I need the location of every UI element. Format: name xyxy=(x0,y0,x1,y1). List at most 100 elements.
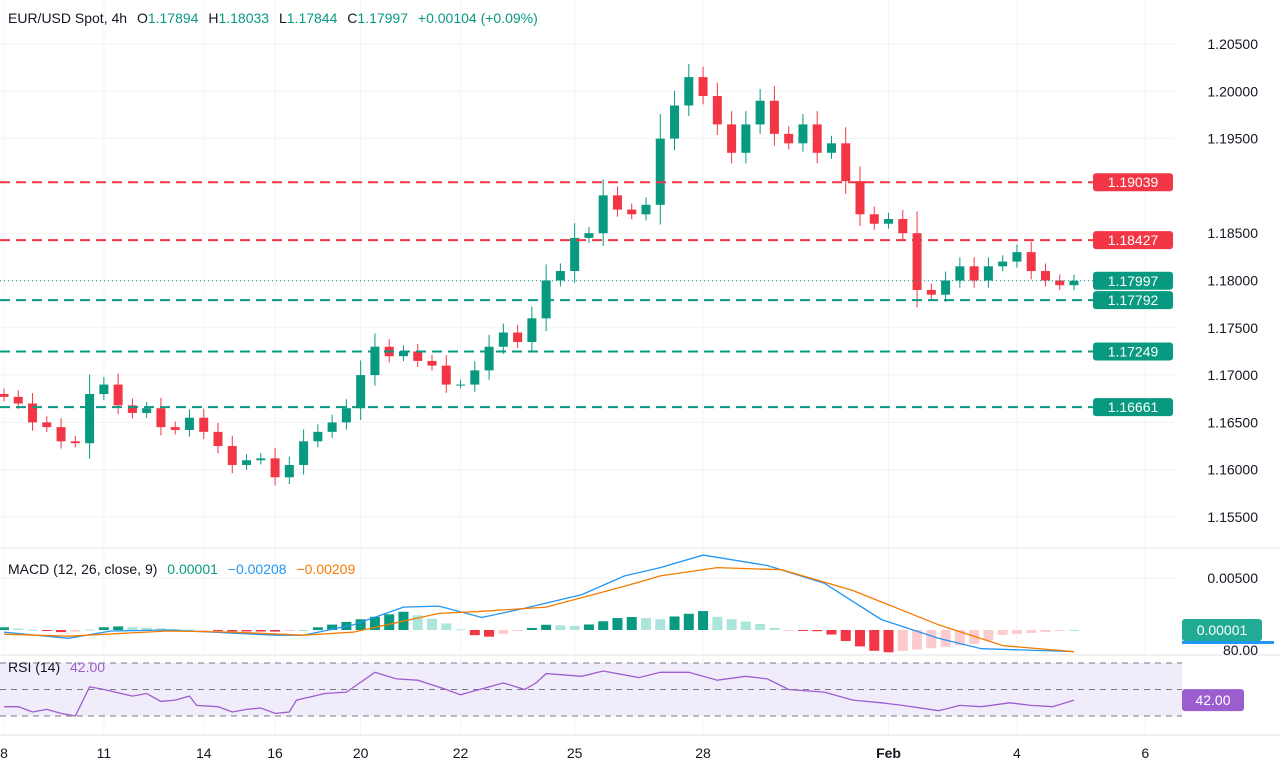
macd-histogram-bar xyxy=(298,630,309,631)
candle-body xyxy=(242,460,252,465)
candle xyxy=(541,264,551,332)
candle-body xyxy=(527,318,537,342)
candle-body xyxy=(755,100,765,125)
candle-body xyxy=(1069,280,1079,286)
candle-body xyxy=(670,105,680,139)
macd-histogram-bar xyxy=(141,627,152,630)
candle xyxy=(356,360,366,420)
candle-body xyxy=(712,96,722,125)
candle-body xyxy=(370,346,380,376)
macd-histogram-bar xyxy=(241,630,252,632)
candle xyxy=(170,421,180,435)
open-label: O xyxy=(136,10,148,26)
macd-histogram-bar xyxy=(184,629,195,631)
candle xyxy=(769,86,779,146)
macd-histogram-bar xyxy=(769,627,780,630)
candle-body xyxy=(955,266,965,281)
candle-body xyxy=(13,396,23,404)
candle-body xyxy=(299,441,309,465)
candle xyxy=(1055,274,1065,291)
candle-body xyxy=(1040,271,1050,281)
candle xyxy=(270,447,280,486)
candle xyxy=(498,323,508,354)
candle xyxy=(570,223,580,283)
candle-body xyxy=(570,237,580,272)
y-tick-label: 1.15500 xyxy=(1207,509,1258,525)
macd-histogram-bar xyxy=(897,630,908,651)
level-price-tag xyxy=(1093,231,1173,250)
rsi-title: RSI (14) xyxy=(8,659,61,675)
candle-body xyxy=(884,219,894,224)
level-price-tag xyxy=(1093,398,1173,417)
macd-histogram-bar xyxy=(384,614,395,630)
candle xyxy=(684,63,694,117)
macd-hist-value: 0.00001 xyxy=(167,561,218,577)
candle-body xyxy=(655,138,665,205)
y-tick-label: 1.17000 xyxy=(1207,367,1258,383)
macd-histogram-bar xyxy=(840,630,851,641)
macd-histogram-bar xyxy=(1040,630,1051,632)
y-tick-label: 1.17500 xyxy=(1207,320,1258,336)
candle xyxy=(555,263,565,287)
candle-body xyxy=(869,214,879,224)
x-tick-label: 8 xyxy=(0,745,8,761)
candle xyxy=(370,333,380,386)
macd-value-tag xyxy=(1182,619,1262,641)
macd-histogram-bar xyxy=(355,619,366,630)
macd-histogram-bar xyxy=(698,611,709,630)
candle xyxy=(912,211,922,308)
candle xyxy=(227,435,237,474)
macd-histogram-bar xyxy=(56,630,67,633)
candle xyxy=(826,135,836,159)
y-tick-label: 1.18000 xyxy=(1207,273,1258,289)
last-price-tag xyxy=(1093,271,1173,290)
macd-histogram-bar xyxy=(198,630,209,631)
candle-body xyxy=(456,384,466,386)
candle xyxy=(199,408,209,440)
macd-histogram-bar xyxy=(27,629,38,631)
macd-histogram-bar xyxy=(912,630,923,650)
candle xyxy=(598,179,608,247)
candle xyxy=(127,398,137,419)
candle xyxy=(584,227,594,243)
macd-histogram-bar xyxy=(213,630,223,631)
macd-histogram-bar xyxy=(740,621,751,630)
macd-title: MACD (12, 26, close, 9) xyxy=(8,561,158,577)
candle xyxy=(969,257,979,288)
candle xyxy=(13,390,23,409)
macd-histogram-bar xyxy=(655,619,666,630)
x-tick-label: 4 xyxy=(1013,745,1021,761)
candle xyxy=(441,355,451,393)
candle xyxy=(470,361,480,392)
candle-body xyxy=(826,143,836,153)
candle-body xyxy=(698,77,708,97)
candle xyxy=(0,388,9,402)
candle xyxy=(941,271,951,302)
candle xyxy=(28,393,38,431)
candle xyxy=(1026,241,1036,280)
candle-body xyxy=(127,405,137,413)
macd-histogram-bar xyxy=(498,630,509,634)
candle-body xyxy=(327,422,337,432)
macd-histogram-bar xyxy=(469,630,480,636)
macd-histogram-bar xyxy=(98,627,109,630)
macd-histogram-bar xyxy=(526,627,537,630)
macd-histogram-bar xyxy=(484,630,495,637)
candle-body xyxy=(427,360,437,366)
candle xyxy=(1040,263,1050,287)
candle xyxy=(42,416,52,433)
candle-body xyxy=(199,417,209,432)
candle xyxy=(341,399,351,430)
candle xyxy=(527,306,537,352)
candle-body xyxy=(113,384,123,406)
candle xyxy=(727,111,737,164)
candle xyxy=(299,429,309,475)
level-price-tag xyxy=(1093,291,1173,310)
candle-body xyxy=(941,280,951,295)
macd-histogram-bar xyxy=(797,630,808,631)
candle xyxy=(427,354,437,371)
macd-histogram-bar xyxy=(441,623,452,630)
candle xyxy=(213,422,223,454)
candle xyxy=(513,324,523,349)
